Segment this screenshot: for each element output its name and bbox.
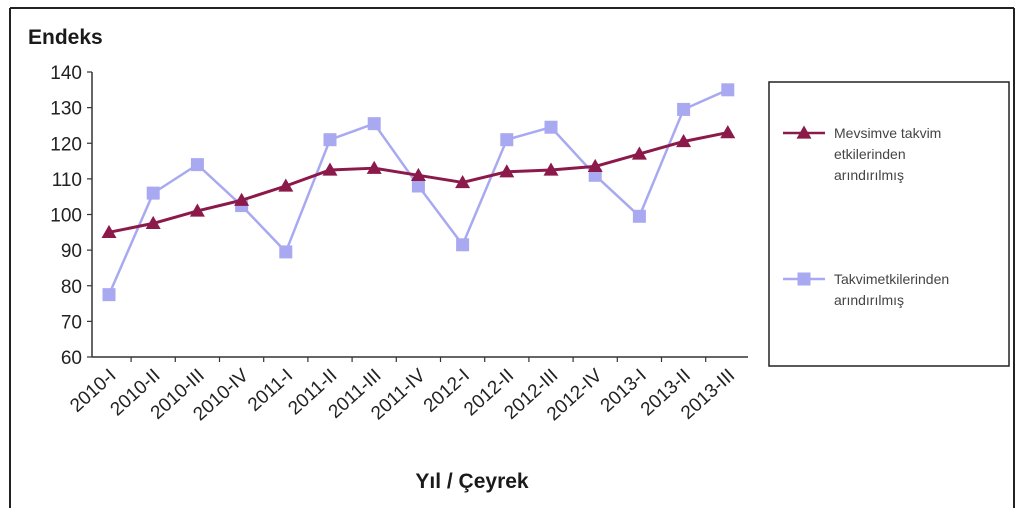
series-2-point	[279, 245, 293, 259]
legend-label-2: arındırılmış	[834, 292, 904, 308]
x-axis-title: Yıl / Çeyrek	[415, 470, 529, 493]
series-2-point	[544, 120, 558, 134]
series-2	[102, 83, 735, 302]
y-tick-label: 110	[52, 170, 82, 191]
legend-swatch-marker-2	[797, 272, 811, 286]
legend-label-2: Takvimetkilerinden	[834, 271, 949, 287]
series-1-point	[234, 192, 250, 206]
series-layer	[101, 83, 736, 302]
y-tick-label: 130	[50, 99, 82, 120]
series-2-point	[677, 102, 691, 116]
series-1-point	[366, 160, 382, 174]
legend-label-1: Mevsimve takvim	[834, 125, 941, 141]
series-1-point	[676, 133, 692, 148]
y-tick-label: 60	[61, 348, 82, 369]
y-tick-label: 140	[50, 63, 82, 84]
legend-box	[768, 81, 1010, 367]
legend-label-1: etkilerinden	[834, 146, 906, 162]
series-2-point	[190, 158, 204, 172]
series-1-point	[455, 174, 471, 189]
series-1	[101, 125, 736, 238]
series-1-point	[189, 203, 205, 217]
y-tick-label: 80	[61, 277, 82, 298]
series-1-point	[145, 215, 161, 230]
y-tick-label: 70	[61, 312, 82, 333]
series-2-point	[146, 186, 160, 200]
legend-swatch-marker-1	[796, 125, 812, 139]
y-axis-title: Endeks	[28, 26, 103, 49]
series-1-point	[499, 164, 515, 178]
y-tick-label: 100	[50, 206, 82, 227]
series-1-point	[410, 167, 426, 181]
series-2-point	[500, 133, 514, 147]
series-1-point	[631, 146, 647, 160]
y-tick-label: 90	[61, 241, 82, 262]
series-1-point	[101, 224, 117, 238]
legend-entry-2: Takvimetkilerinden arındırılmış	[783, 271, 949, 308]
legend-label-1: arındırılmış	[834, 167, 904, 183]
series-2-point	[102, 288, 116, 302]
series-2-point	[588, 168, 602, 182]
series-2-point	[721, 83, 735, 97]
legend-entry-1: Mevsimve takvim etkilerinden arındırılmış	[783, 125, 941, 183]
series-1-point	[322, 162, 338, 176]
y-tick-label: 120	[50, 134, 82, 155]
axes: 607080901001101201301402010-I2010-II2010…	[50, 63, 748, 425]
series-2-point	[411, 179, 425, 193]
legend: Mevsimve takvimetkilerindenarındırılmışT…	[783, 125, 949, 308]
series-1-point	[587, 158, 603, 173]
series-2-point	[632, 209, 646, 223]
series-2-point	[323, 133, 337, 147]
series-2-point	[367, 117, 381, 131]
series-1-point	[278, 178, 294, 192]
series-1-point	[720, 125, 736, 139]
series-2-point	[456, 238, 470, 252]
series-1-point	[543, 162, 559, 176]
